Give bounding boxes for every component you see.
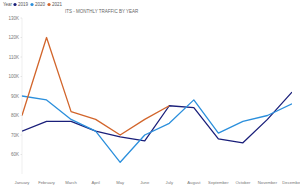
x-tick-label: November bbox=[258, 180, 278, 185]
chart: Year 2019 2020 2021ITS - MONTHLY TRAFFIC BY… bbox=[0, 0, 300, 188]
y-tick bbox=[21, 135, 23, 136]
y-tick-label: 100K bbox=[8, 74, 19, 79]
y-tick-label: 90K bbox=[11, 94, 19, 99]
x-tick-label: July bbox=[166, 180, 174, 185]
title: ITS - MONTHLY TRAFFIC BY YEAR bbox=[65, 9, 139, 14]
y-tick bbox=[21, 76, 23, 77]
y-tick-label: 110K bbox=[9, 55, 19, 60]
x-tick-label: June bbox=[140, 180, 150, 185]
x-tick-label: January bbox=[15, 180, 31, 185]
y-tick bbox=[21, 57, 23, 58]
x-tick-label: December bbox=[282, 180, 300, 185]
legend-marker bbox=[30, 3, 33, 6]
legend-label: 2021 bbox=[52, 2, 63, 7]
series-line bbox=[22, 96, 292, 162]
y-tick bbox=[21, 37, 23, 38]
y-tick bbox=[21, 115, 23, 116]
x-tick-label: September bbox=[208, 180, 229, 185]
y-tick bbox=[21, 18, 23, 19]
y-tick bbox=[21, 154, 23, 155]
legend-title: Year bbox=[3, 2, 13, 7]
x-tick-label: August bbox=[187, 180, 201, 185]
y-tick-label: 80K bbox=[11, 113, 19, 118]
y-tick-label: 120K bbox=[8, 35, 19, 40]
x-tick-label: May bbox=[116, 180, 125, 185]
y-tick-label: 70K bbox=[11, 133, 19, 138]
x-tick-label: April bbox=[91, 180, 99, 185]
y-tick bbox=[21, 96, 23, 97]
x-tick-label: October bbox=[235, 180, 251, 185]
y-tick-label: 60K bbox=[11, 152, 19, 157]
legend-label: 2020 bbox=[35, 2, 46, 7]
legend-label: 2019 bbox=[18, 2, 29, 7]
x-tick-label: March bbox=[65, 180, 77, 185]
x-tick-label: February bbox=[38, 180, 56, 185]
legend-marker bbox=[47, 3, 50, 6]
series-line bbox=[22, 38, 169, 136]
series-line bbox=[22, 92, 292, 143]
y-tick-label: 130K bbox=[8, 16, 19, 21]
plot-area bbox=[22, 38, 292, 163]
legend-marker bbox=[13, 3, 16, 6]
